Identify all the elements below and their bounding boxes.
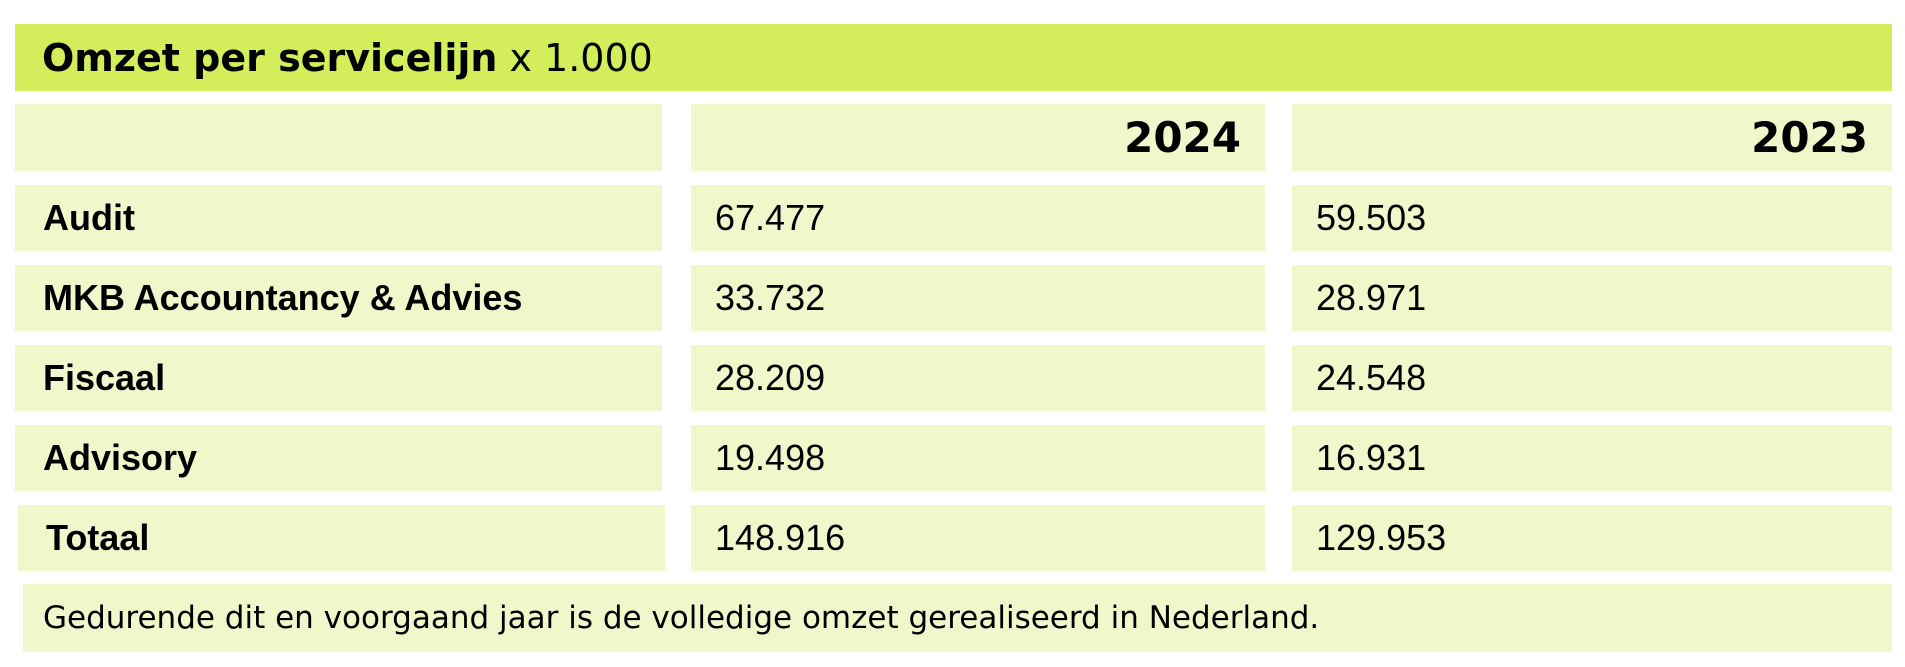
value-2023: 16.931 [1292, 425, 1892, 491]
row-label: Audit [15, 185, 662, 251]
value-2024: 148.916 [691, 505, 1265, 571]
year-header: 2024 [691, 104, 1265, 171]
title-unit: x 1.000 [509, 35, 653, 80]
header-cell [15, 104, 662, 171]
value-2023: 129.953 [1292, 505, 1892, 571]
value-2024: 19.498 [691, 425, 1265, 491]
value-2024: 67.477 [691, 185, 1265, 251]
value-2023: 59.503 [1292, 185, 1892, 251]
row-label: Totaal [18, 505, 665, 571]
footnote: Gedurende dit en voorgaand jaar is de vo… [23, 584, 1892, 652]
row-label: Advisory [15, 425, 662, 491]
title: Omzet per servicelijn [42, 35, 498, 80]
value-2024: 28.209 [691, 345, 1265, 411]
value-2024: 33.732 [691, 265, 1265, 331]
value-2023: 28.971 [1292, 265, 1892, 331]
year-header: 2023 [1292, 104, 1892, 171]
value-2023: 24.548 [1292, 345, 1892, 411]
row-label: Fiscaal [15, 345, 662, 411]
row-label: MKB Accountancy & Advies [15, 265, 662, 331]
title-bar: Omzet per servicelijn x 1.000 [15, 24, 1892, 91]
